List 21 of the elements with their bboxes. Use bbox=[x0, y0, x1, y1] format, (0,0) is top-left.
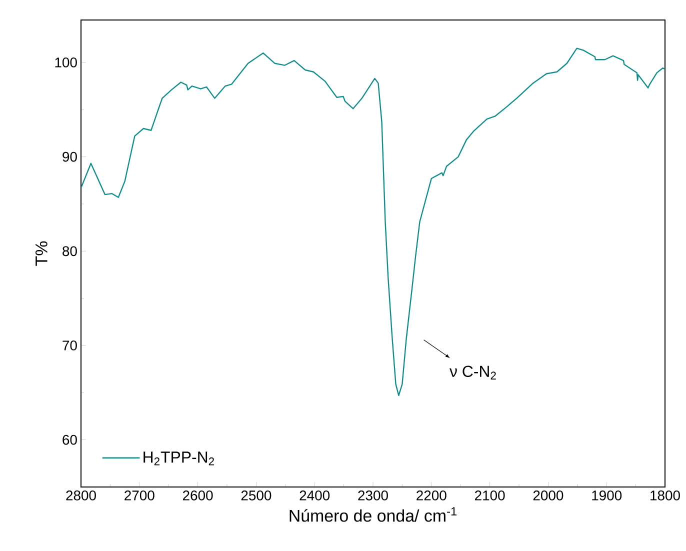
y-tick-label: 100 bbox=[55, 58, 77, 68]
x-tick-label: 1900 bbox=[592, 490, 622, 500]
x-tick-label: 2200 bbox=[416, 490, 446, 500]
x-tick-label: 2700 bbox=[124, 490, 154, 500]
x-tick-label: 2400 bbox=[300, 490, 330, 500]
y-tick-label: 80 bbox=[62, 246, 77, 256]
x-axis-title: Número de onda/ cm$^{-1}$ bbox=[290, 507, 457, 522]
x-tick-label: 2100 bbox=[474, 490, 505, 500]
x-tick-label: 2600 bbox=[182, 490, 213, 500]
line-series bbox=[80, 48, 665, 396]
y-axis-title: T% bbox=[36, 241, 48, 266]
y-tick-label: 70 bbox=[62, 340, 77, 350]
x-tick-label: 2000 bbox=[533, 490, 564, 500]
y-tick-label: 60 bbox=[62, 434, 77, 445]
x-tick-label: 2300 bbox=[358, 490, 388, 500]
legend-label: H$_{2}$TPP-N$_{2}$ bbox=[144, 452, 214, 466]
x-tick-label: 2800 bbox=[66, 490, 96, 500]
x-tick-label: 2500 bbox=[241, 490, 272, 500]
x-tick-label: 1800 bbox=[650, 490, 680, 500]
y-tick-label: 90 bbox=[62, 152, 77, 162]
annotation: ν C-N$_{2}$ bbox=[450, 366, 496, 380]
